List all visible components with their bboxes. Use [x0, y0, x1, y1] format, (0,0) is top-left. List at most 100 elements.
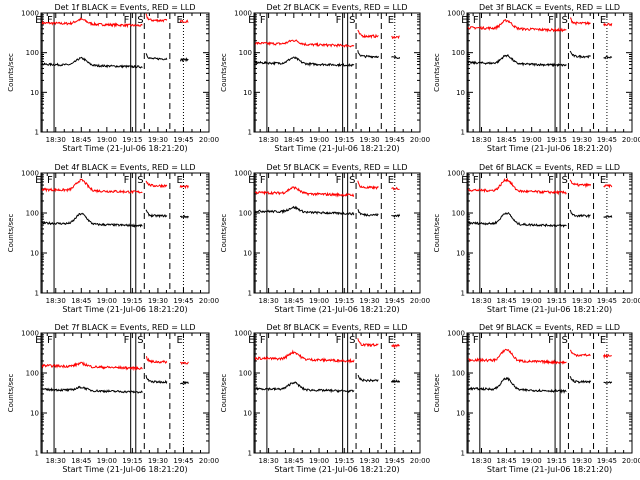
x-axis-label: Start Time (21-Jul-06 18:21:20)	[487, 144, 612, 153]
marker-label: F	[260, 175, 266, 186]
y-tick-label: 100	[452, 210, 465, 218]
y-tick-label: 10	[243, 250, 252, 258]
x-axis-label: Start Time (21-Jul-06 18:21:20)	[487, 465, 612, 474]
plot-frame	[253, 12, 421, 133]
x-axis-label: Start Time (21-Jul-06 18:21:20)	[274, 465, 399, 474]
y-tick-label: 1000	[447, 170, 465, 178]
marker-label: E	[35, 335, 41, 346]
x-tick-label: 19:45	[173, 136, 193, 144]
marker-label: F	[47, 175, 53, 186]
lld-series-line	[254, 29, 400, 48]
y-axis-label: Counts/sec	[220, 214, 228, 253]
x-tick-label: 19:30	[572, 457, 592, 465]
panel-title: Det 7f BLACK = Events, RED = LLD	[54, 323, 195, 332]
marker-label: E	[35, 175, 41, 186]
y-tick-label: 100	[26, 210, 39, 218]
panel-title: Det 5f BLACK = Events, RED = LLD	[266, 163, 407, 172]
y-tick-label: 100	[26, 49, 39, 57]
x-tick-label: 18:30	[258, 457, 278, 465]
x-tick-label: 19:15	[334, 457, 354, 465]
lld-series-line	[254, 180, 400, 198]
y-tick-label: 100	[452, 49, 465, 57]
y-tick-label: 1	[35, 129, 39, 137]
marker-label: S	[137, 335, 143, 346]
events-series-line	[467, 209, 613, 228]
y-tick-label: 100	[26, 370, 39, 378]
marker-label: E	[388, 335, 394, 346]
y-tick-label: 10	[243, 89, 252, 97]
marker-label: S	[561, 175, 567, 186]
x-tick-label: 19:45	[385, 136, 405, 144]
marker-label: S	[561, 15, 567, 26]
x-tick-label: 20:00	[622, 136, 640, 144]
x-tick-label: 19:00	[522, 136, 542, 144]
y-tick-label: 10	[30, 410, 39, 418]
y-axis-label: Counts/sec	[7, 374, 15, 413]
marker-label: E	[176, 15, 182, 26]
x-tick-label: 18:45	[496, 297, 516, 305]
x-tick-label: 19:30	[572, 297, 592, 305]
x-axis-label: Start Time (21-Jul-06 18:21:20)	[62, 305, 187, 314]
x-tick-label: 18:30	[46, 136, 66, 144]
y-tick-label: 1	[35, 290, 39, 298]
events-series-line	[254, 50, 401, 68]
plot-frame	[466, 172, 633, 294]
events-series-line	[467, 376, 613, 394]
x-axis-label: Start Time (21-Jul-06 18:21:20)	[487, 305, 612, 314]
x-tick-label: 18:45	[71, 136, 91, 144]
y-tick-label: 1	[35, 450, 39, 458]
lld-series-line	[467, 177, 613, 196]
x-tick-label: 19:30	[148, 457, 168, 465]
x-tick-label: 19:45	[597, 297, 617, 305]
panel-3: Det 3f BLACK = Events, RED = LLD 1 10 100 10…	[433, 3, 640, 153]
x-tick-label: 19:45	[173, 457, 193, 465]
x-tick-label: 19:45	[597, 136, 617, 144]
y-tick-label: 10	[456, 89, 465, 97]
x-tick-label: 18:30	[258, 136, 278, 144]
x-tick-label: 20:00	[410, 297, 430, 305]
marker-label: E	[35, 15, 41, 26]
lld-series-line	[41, 178, 189, 195]
y-axis-label: Counts/sec	[7, 53, 15, 92]
x-tick-label: 19:15	[334, 297, 354, 305]
x-tick-label: 19:30	[359, 457, 379, 465]
marker-label: S	[349, 335, 355, 346]
y-tick-label: 1000	[234, 330, 252, 338]
x-tick-label: 19:15	[547, 136, 567, 144]
y-tick-label: 1000	[234, 10, 252, 18]
marker-label: F	[260, 335, 266, 346]
x-tick-label: 19:00	[97, 457, 117, 465]
marker-label: E	[461, 15, 467, 26]
x-tick-label: 19:15	[547, 457, 567, 465]
panel-8: Det 8f BLACK = Events, RED = LLD 1 10 100 10…	[220, 323, 430, 474]
panel-title: Det 2f BLACK = Events, RED = LLD	[266, 3, 407, 12]
marker-label: F	[47, 15, 53, 26]
x-tick-label: 19:15	[122, 457, 142, 465]
x-axis-label: Start Time (21-Jul-06 18:21:20)	[62, 144, 187, 153]
marker-label: F	[548, 335, 554, 346]
x-tick-label: 19:00	[309, 136, 329, 144]
y-tick-label: 100	[239, 370, 252, 378]
x-tick-label: 20:00	[410, 136, 430, 144]
marker-label: F	[124, 335, 130, 346]
marker-label: S	[349, 175, 355, 186]
x-axis-label: Start Time (21-Jul-06 18:21:20)	[62, 465, 187, 474]
y-tick-label: 10	[456, 250, 465, 258]
x-tick-label: 18:45	[71, 457, 91, 465]
panel-4: Det 4f BLACK = Events, RED = LLD 1 10 100 10…	[7, 163, 219, 314]
marker-label: F	[47, 335, 53, 346]
marker-label: F	[260, 15, 266, 26]
x-tick-label: 19:30	[359, 297, 379, 305]
x-tick-label: 20:00	[199, 297, 219, 305]
x-axis-label: Start Time (21-Jul-06 18:21:20)	[274, 144, 399, 153]
panel-2: Det 2f BLACK = Events, RED = LLD 1 10 100 10…	[220, 3, 430, 153]
marker-label: F	[336, 335, 342, 346]
x-tick-label: 19:30	[148, 297, 168, 305]
x-tick-label: 18:30	[471, 136, 491, 144]
events-series-line	[254, 205, 401, 218]
plot-frame	[466, 12, 633, 133]
x-tick-label: 19:00	[522, 457, 542, 465]
x-tick-label: 19:30	[148, 136, 168, 144]
x-tick-label: 18:30	[46, 457, 66, 465]
panel-5: Det 5f BLACK = Events, RED = LLD 1 10 100 10…	[220, 163, 430, 314]
